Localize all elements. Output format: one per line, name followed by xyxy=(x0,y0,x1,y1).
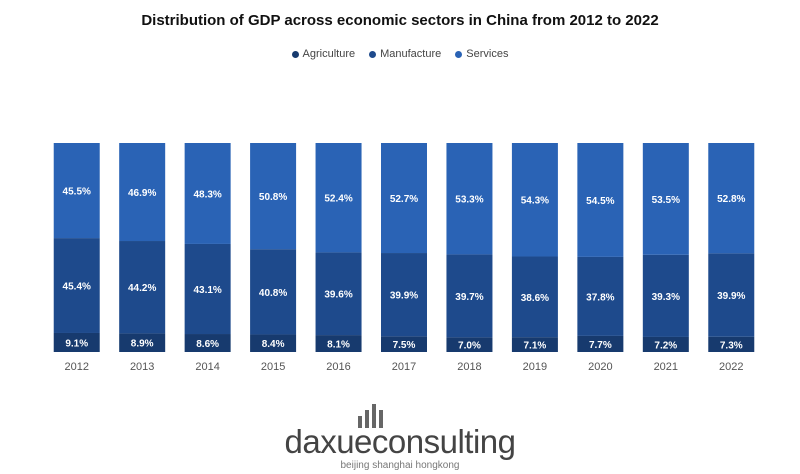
bar-segment-manufacture-2018 xyxy=(446,254,493,338)
data-label-services-2022: 52.8% xyxy=(717,194,745,205)
data-label-agriculture-2019: 7.1% xyxy=(524,341,547,352)
bar-segment-agriculture-2020 xyxy=(577,335,624,352)
bar-segment-manufacture-2017 xyxy=(381,253,427,337)
bar-segment-services-2013 xyxy=(119,143,166,242)
data-label-manufacture-2014: 43.1% xyxy=(193,285,221,296)
daxue-consulting-logo: daxueconsulting beijing shanghai hongkon… xyxy=(284,404,516,471)
x-tick-label-2013: 2013 xyxy=(130,361,154,373)
bar-segment-agriculture-2018 xyxy=(446,337,493,352)
bar-segment-agriculture-2012 xyxy=(53,332,100,352)
data-label-agriculture-2012: 9.1% xyxy=(65,338,88,349)
data-label-manufacture-2018: 39.7% xyxy=(455,292,483,303)
bar-segment-manufacture-2022 xyxy=(708,253,755,337)
data-label-services-2014: 48.3% xyxy=(193,189,221,200)
data-label-manufacture-2020: 37.8% xyxy=(586,292,614,303)
bar-segment-services-2021 xyxy=(642,143,689,255)
legend-item-manufacture: Manufacture xyxy=(369,48,441,60)
data-label-agriculture-2014: 8.6% xyxy=(196,339,219,350)
bar-segment-manufacture-2020 xyxy=(577,256,624,336)
logo-wordmark: daxueconsulting xyxy=(284,423,515,460)
bar-segment-agriculture-2015 xyxy=(250,334,297,352)
data-label-agriculture-2018: 7.0% xyxy=(458,341,481,352)
x-tick-label-2016: 2016 xyxy=(326,361,350,373)
bar-segment-services-2015 xyxy=(250,143,297,250)
legend-label-manufacture: Manufacture xyxy=(380,48,442,60)
data-label-agriculture-2020: 7.7% xyxy=(589,340,612,351)
data-label-manufacture-2019: 38.6% xyxy=(521,293,549,304)
x-tick-label-2014: 2014 xyxy=(195,361,219,373)
legend-label-services: Services xyxy=(466,48,509,60)
bar-segment-services-2019 xyxy=(511,143,558,257)
bar-segment-manufacture-2019 xyxy=(511,256,558,338)
logo-bars-icon xyxy=(358,404,383,428)
data-label-manufacture-2022: 39.9% xyxy=(717,291,745,302)
data-label-services-2021: 53.5% xyxy=(652,195,680,206)
data-label-services-2018: 53.3% xyxy=(455,195,483,206)
data-label-agriculture-2017: 7.5% xyxy=(393,340,416,351)
data-label-agriculture-2021: 7.2% xyxy=(654,340,677,351)
data-label-agriculture-2015: 8.4% xyxy=(262,339,285,350)
data-label-services-2019: 54.3% xyxy=(521,196,549,207)
bar-segment-services-2017 xyxy=(381,143,427,254)
chart-title: Distribution of GDP across economic sect… xyxy=(141,12,659,29)
data-label-manufacture-2013: 44.2% xyxy=(128,283,156,294)
data-label-services-2017: 52.7% xyxy=(390,194,418,205)
x-tick-label-2012: 2012 xyxy=(64,361,88,373)
bar-segment-manufacture-2014 xyxy=(184,243,231,335)
bar-segment-agriculture-2014 xyxy=(184,334,231,352)
chart-legend: Agriculture Manufacture Services xyxy=(0,48,800,60)
legend-swatch-services xyxy=(455,50,463,58)
data-label-manufacture-2015: 40.8% xyxy=(259,288,287,299)
x-tick-label-2017: 2017 xyxy=(392,361,416,373)
bar-segment-agriculture-2013 xyxy=(119,333,166,352)
bar-segment-agriculture-2019 xyxy=(511,337,558,352)
data-label-agriculture-2013: 8.9% xyxy=(131,339,154,350)
x-tick-label-2021: 2021 xyxy=(654,361,678,373)
data-label-manufacture-2021: 39.3% xyxy=(652,292,680,303)
data-label-services-2016: 52.4% xyxy=(324,194,352,205)
bar-segment-services-2022 xyxy=(708,143,755,254)
stacked-bar-chart: 9.1% 45.4% 45.5% 2012 8.9% 44.2% 46.9% 2013 8.6%… xyxy=(53,143,755,373)
x-tick-label-2022: 2022 xyxy=(719,361,743,373)
logo-tagline: beijing shanghai hongkong xyxy=(341,460,460,471)
bar-segment-agriculture-2021 xyxy=(642,336,689,352)
data-label-agriculture-2016: 8.1% xyxy=(327,340,350,351)
data-label-agriculture-2022: 7.3% xyxy=(720,340,743,351)
data-label-services-2013: 46.9% xyxy=(128,188,156,199)
x-tick-label-2020: 2020 xyxy=(588,361,612,373)
data-label-services-2015: 50.8% xyxy=(259,192,287,203)
x-tick-label-2015: 2015 xyxy=(261,361,285,373)
bar-segment-services-2012 xyxy=(53,143,100,239)
bar-segment-manufacture-2012 xyxy=(53,238,100,333)
bar-segment-agriculture-2022 xyxy=(708,336,755,352)
legend-label-agriculture: Agriculture xyxy=(302,48,356,60)
bar-segment-services-2014 xyxy=(184,143,231,244)
bar-segment-services-2018 xyxy=(446,143,493,255)
bar-segment-manufacture-2016 xyxy=(315,252,362,336)
data-label-manufacture-2017: 39.9% xyxy=(390,291,418,302)
bar-segment-services-2016 xyxy=(315,143,362,253)
x-tick-label-2019: 2019 xyxy=(523,361,547,373)
data-label-manufacture-2016: 39.6% xyxy=(324,290,352,301)
legend-item-agriculture: Agriculture xyxy=(291,48,356,60)
bar-segment-services-2020 xyxy=(577,143,624,257)
bar-segment-agriculture-2016 xyxy=(315,335,362,352)
data-label-services-2020: 54.5% xyxy=(586,196,614,207)
legend-swatch-manufacture xyxy=(369,50,377,58)
data-label-manufacture-2012: 45.4% xyxy=(63,282,91,293)
bar-segment-manufacture-2015 xyxy=(250,249,297,335)
legend-swatch-agriculture xyxy=(291,50,299,58)
bar-segment-agriculture-2017 xyxy=(381,336,427,352)
bar-segment-manufacture-2021 xyxy=(642,254,689,337)
legend-item-services: Services xyxy=(455,48,508,60)
data-label-services-2012: 45.5% xyxy=(63,187,91,198)
bar-segment-manufacture-2013 xyxy=(119,241,166,334)
x-tick-label-2018: 2018 xyxy=(457,361,481,373)
